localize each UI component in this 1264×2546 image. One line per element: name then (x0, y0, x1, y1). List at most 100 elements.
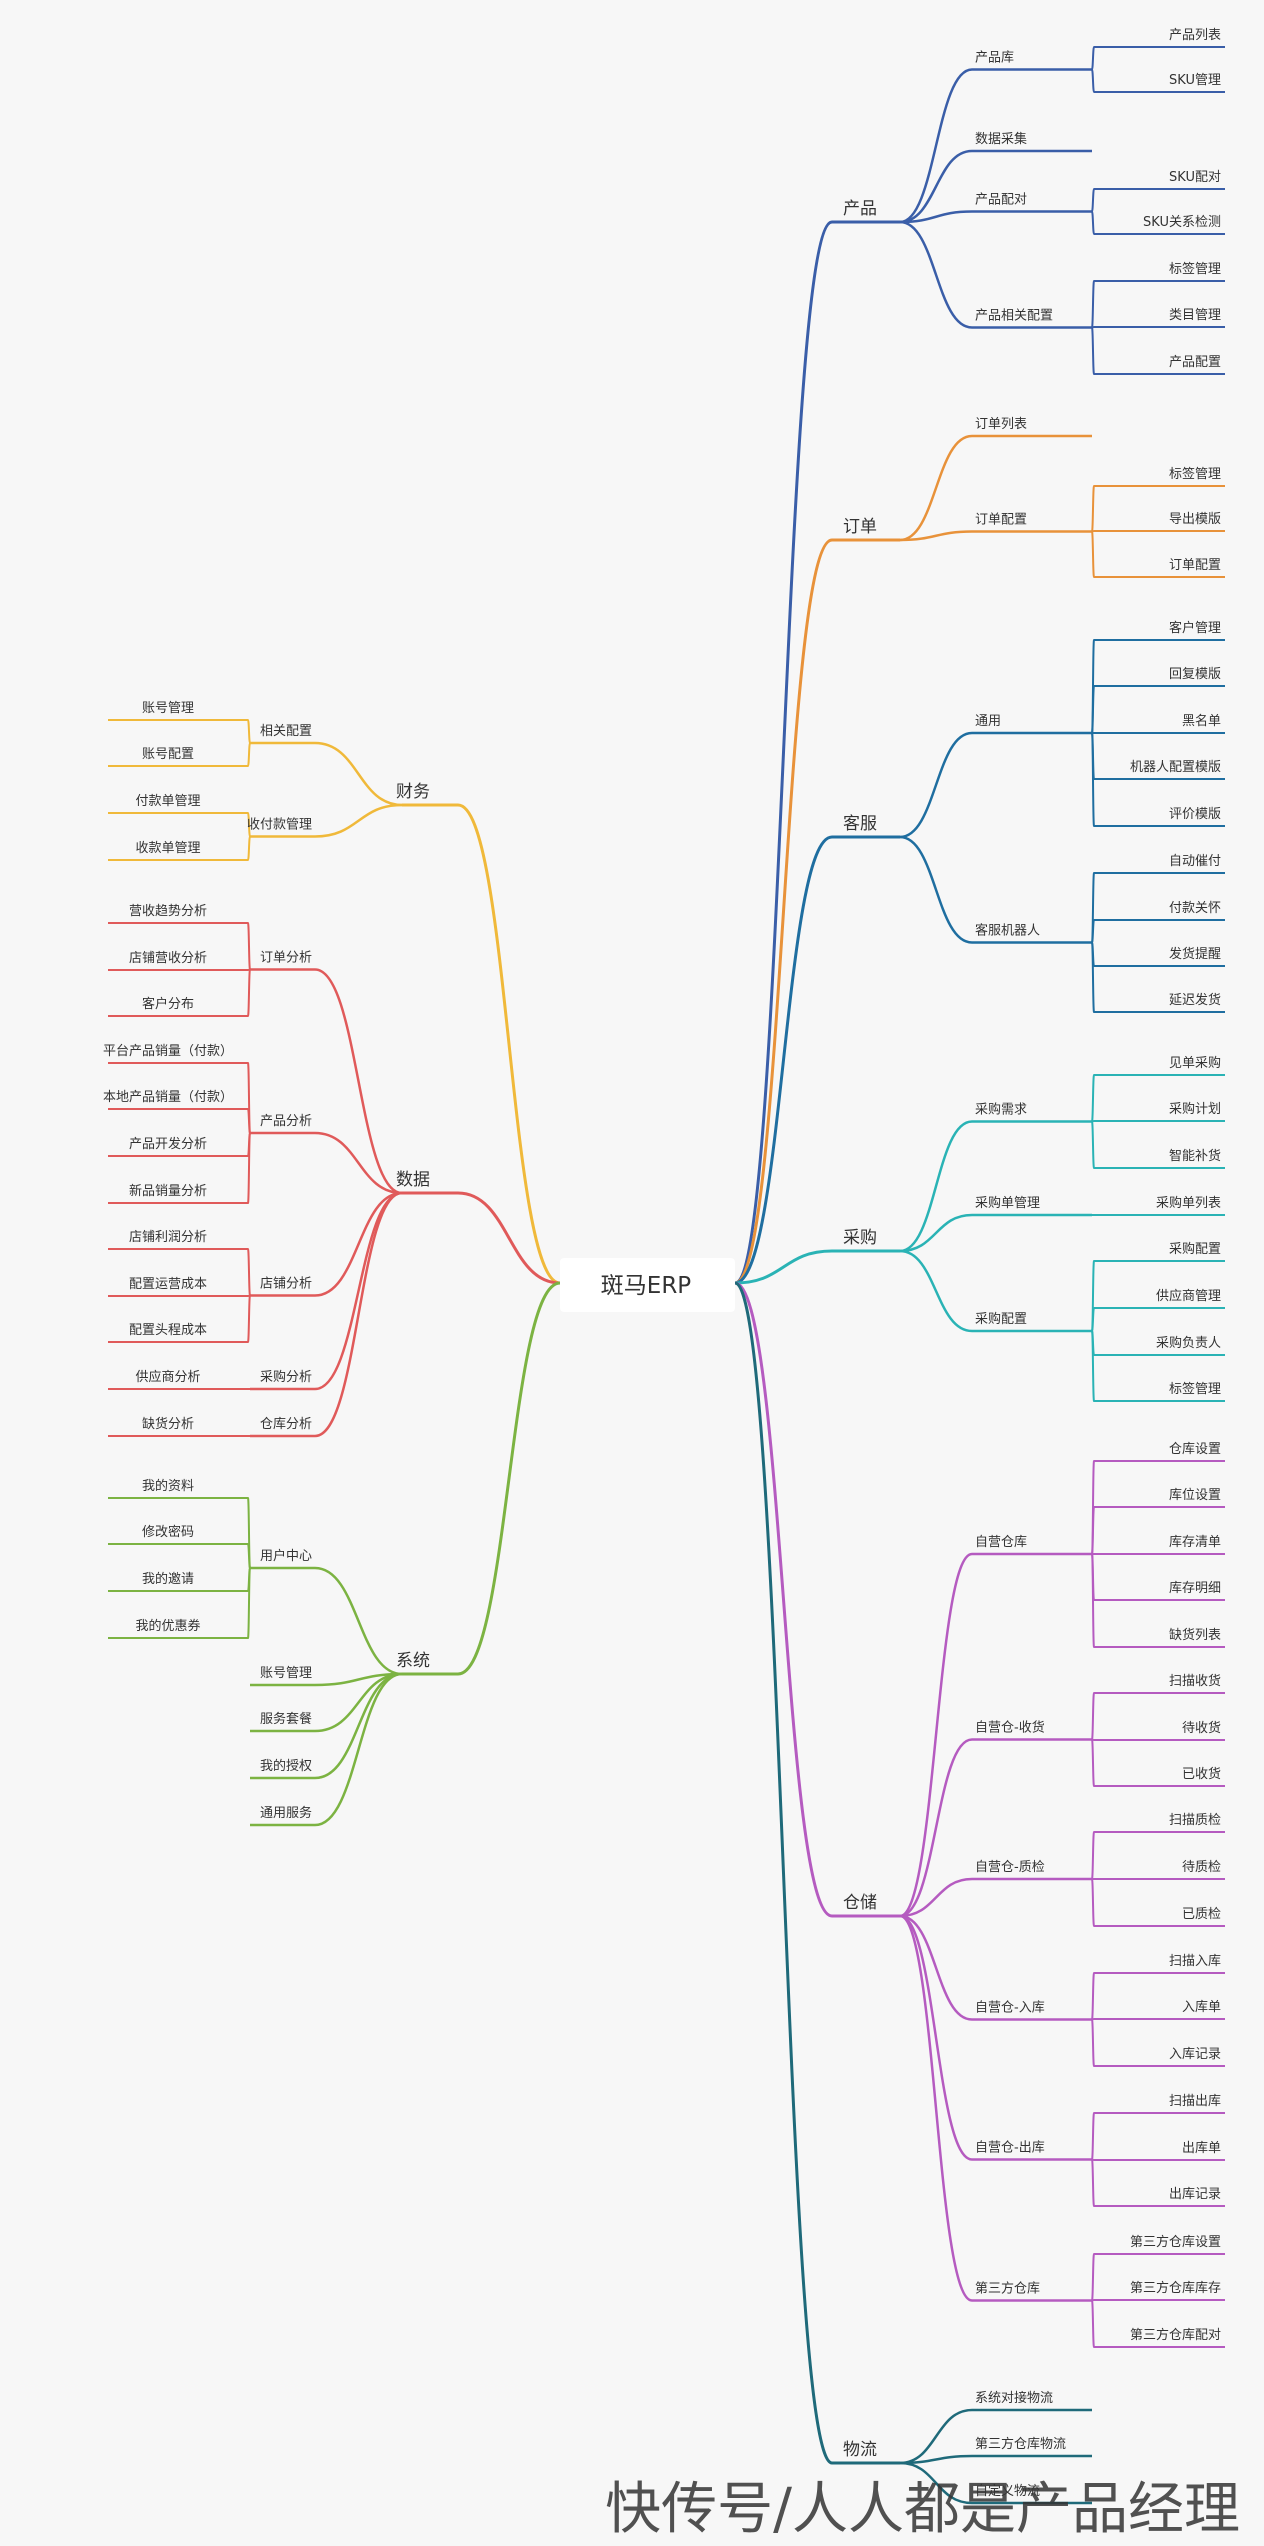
leaf-label[interactable]: 仓库设置 (1169, 1441, 1221, 1457)
leaf-label[interactable]: 缺货列表 (1169, 1627, 1221, 1643)
leaf-label[interactable]: 产品配置 (1169, 355, 1221, 370)
subtopic-label[interactable]: 收付款管理 (247, 818, 312, 833)
subtopic-label[interactable]: 用户中心 (260, 1548, 312, 1564)
subtopic-label[interactable]: 客服机器人 (975, 923, 1040, 939)
subtopic-label[interactable]: 仓库分析 (260, 1416, 312, 1432)
leaf-label[interactable]: 待收货 (1182, 1720, 1221, 1736)
leaf-label[interactable]: 产品开发分析 (129, 1136, 207, 1152)
subtopic-label[interactable]: 通用 (975, 714, 1001, 729)
leaf-label[interactable]: 付款单管理 (135, 794, 200, 809)
leaf-label[interactable]: 营收趋势分析 (129, 903, 207, 919)
branch-label[interactable]: 客服 (843, 814, 877, 834)
subtopic-label[interactable]: 产品配对 (975, 193, 1027, 208)
leaf-label[interactable]: 客户分布 (142, 996, 194, 1012)
leaf-label[interactable]: 我的优惠券 (135, 1618, 200, 1634)
leaf-label[interactable]: 收款单管理 (135, 841, 200, 856)
leaf-label[interactable]: 待质检 (1182, 1860, 1221, 1875)
leaf-label[interactable]: 采购配置 (1169, 1241, 1221, 1257)
leaf-label[interactable]: 库存明细 (1169, 1580, 1221, 1596)
subtopic-label[interactable]: 系统对接物流 (975, 2390, 1053, 2406)
subtopic-label[interactable]: 服务套餐 (260, 1711, 312, 1727)
leaf-label[interactable]: 配置运营成本 (129, 1277, 207, 1292)
leaf-label[interactable]: 采购负责人 (1156, 1335, 1221, 1351)
leaf-label[interactable]: 机器人配置模版 (1130, 760, 1221, 775)
leaf-label[interactable]: 采购计划 (1169, 1101, 1221, 1117)
subtopic-label[interactable]: 第三方仓库 (975, 2281, 1040, 2297)
subtopic-label[interactable]: 采购需求 (975, 1102, 1027, 1118)
branch-label[interactable]: 数据 (396, 1170, 430, 1190)
subtopic-label[interactable]: 产品相关配置 (975, 309, 1053, 324)
leaf-label[interactable]: 出库记录 (1169, 2186, 1221, 2202)
subtopic-label[interactable]: 账号管理 (260, 1666, 312, 1681)
leaf-label[interactable]: 扫描出库 (1169, 2093, 1221, 2109)
leaf-label[interactable]: 付款关怀 (1169, 901, 1221, 916)
leaf-label[interactable]: 标签管理 (1169, 261, 1221, 277)
leaf-label[interactable]: 账号配置 (142, 747, 194, 762)
leaf-label[interactable]: 我的邀请 (142, 1571, 194, 1587)
subtopic-label[interactable]: 产品库 (975, 50, 1014, 66)
branch-label[interactable]: 物流 (843, 2440, 877, 2460)
subtopic-label[interactable]: 自营仓-入库 (975, 2000, 1045, 2016)
leaf-label[interactable]: 黑名单 (1182, 713, 1221, 729)
leaf-label[interactable]: 配置头程成本 (129, 1323, 207, 1338)
subtopic-label[interactable]: 产品分析 (260, 1114, 312, 1129)
subtopic-label[interactable]: 店铺分析 (260, 1277, 312, 1292)
leaf-label[interactable]: 已质检 (1182, 1907, 1221, 1922)
subtopic-label[interactable]: 通用服务 (260, 1805, 312, 1821)
leaf-label[interactable]: 扫描入库 (1169, 1953, 1221, 1969)
leaf-label[interactable]: 延迟发货 (1169, 992, 1221, 1008)
leaf-label[interactable]: 缺货分析 (142, 1416, 194, 1432)
root-node[interactable]: 斑马ERP (560, 1258, 735, 1312)
subtopic-label[interactable]: 数据采集 (975, 131, 1027, 147)
leaf-label[interactable]: 库存清单 (1169, 1534, 1221, 1550)
leaf-label[interactable]: 本地产品销量（付款） (103, 1090, 233, 1105)
subtopic-label[interactable]: 自营仓-出库 (975, 2140, 1045, 2156)
subtopic-label[interactable]: 自定义物流 (975, 2484, 1040, 2499)
leaf-label[interactable]: 导出模版 (1169, 512, 1221, 527)
leaf-label[interactable]: 产品列表 (1169, 28, 1221, 43)
leaf-label[interactable]: 订单配置 (1169, 558, 1221, 573)
subtopic-label[interactable]: 订单配置 (975, 513, 1027, 528)
leaf-label[interactable]: 自动催付 (1169, 854, 1221, 869)
leaf-label[interactable]: 客户管理 (1169, 620, 1221, 636)
subtopic-label[interactable]: 我的授权 (260, 1758, 312, 1774)
branch-label[interactable]: 仓储 (843, 1893, 877, 1913)
subtopic-label[interactable]: 采购单管理 (975, 1195, 1040, 1211)
leaf-label[interactable]: 标签管理 (1169, 466, 1221, 482)
branch-label[interactable]: 财务 (396, 782, 430, 802)
leaf-label[interactable]: 入库单 (1182, 1999, 1221, 2015)
branch-label[interactable]: 订单 (843, 517, 877, 537)
leaf-label[interactable]: SKU管理 (1169, 73, 1221, 88)
leaf-label[interactable]: 已收货 (1182, 1766, 1221, 1782)
branch-label[interactable]: 采购 (843, 1228, 877, 1248)
subtopic-label[interactable]: 订单列表 (975, 417, 1027, 432)
leaf-label[interactable]: 入库记录 (1169, 2046, 1221, 2062)
leaf-label[interactable]: 回复模版 (1169, 667, 1221, 682)
leaf-label[interactable]: 见单采购 (1169, 1055, 1221, 1071)
leaf-label[interactable]: 智能补货 (1169, 1148, 1221, 1164)
subtopic-label[interactable]: 采购配置 (975, 1311, 1027, 1327)
subtopic-label[interactable]: 第三方仓库物流 (975, 2436, 1066, 2452)
subtopic-label[interactable]: 自营仓-收货 (975, 1720, 1045, 1736)
leaf-label[interactable]: 第三方仓库库存 (1130, 2280, 1221, 2296)
leaf-label[interactable]: 新品销量分析 (129, 1183, 207, 1199)
leaf-label[interactable]: 店铺利润分析 (129, 1230, 207, 1245)
leaf-label[interactable]: SKU关系检测 (1143, 215, 1221, 230)
leaf-label[interactable]: 店铺营收分析 (129, 951, 207, 966)
leaf-label[interactable]: 类目管理 (1169, 308, 1221, 323)
leaf-label[interactable]: 修改密码 (142, 1524, 194, 1540)
leaf-label[interactable]: 扫描质检 (1169, 1813, 1221, 1828)
branch-label[interactable]: 系统 (396, 1651, 430, 1671)
leaf-label[interactable]: 供应商管理 (1156, 1288, 1221, 1304)
leaf-label[interactable]: 扫描收货 (1169, 1673, 1221, 1689)
leaf-label[interactable]: 我的资料 (142, 1478, 194, 1494)
leaf-label[interactable]: 评价模版 (1169, 807, 1221, 822)
leaf-label[interactable]: 账号管理 (142, 701, 194, 716)
leaf-label[interactable]: 采购单列表 (1156, 1195, 1221, 1211)
leaf-label[interactable]: 库位设置 (1169, 1487, 1221, 1503)
subtopic-label[interactable]: 自营仓-质检 (975, 1860, 1045, 1875)
subtopic-label[interactable]: 订单分析 (260, 951, 312, 966)
subtopic-label[interactable]: 采购分析 (260, 1369, 312, 1385)
leaf-label[interactable]: 发货提醒 (1169, 946, 1221, 962)
leaf-label[interactable]: 第三方仓库设置 (1130, 2234, 1221, 2250)
